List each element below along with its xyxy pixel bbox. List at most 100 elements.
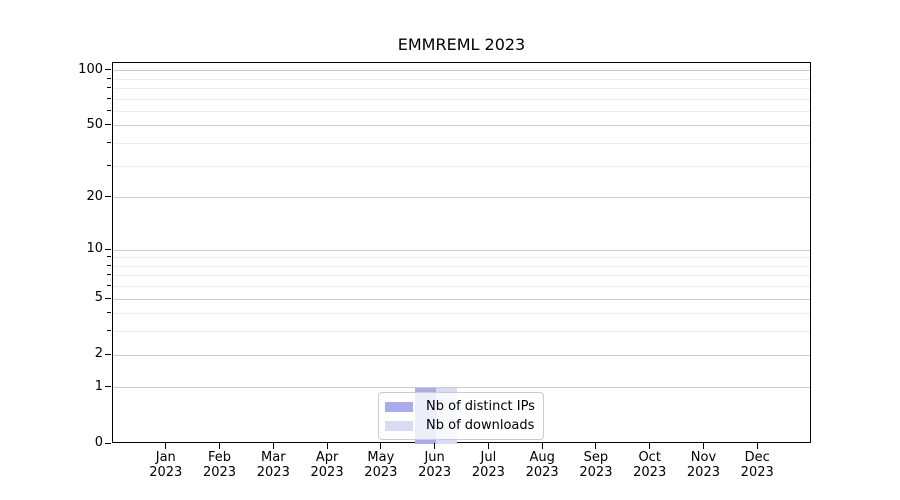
- legend-item-downloads: Nb of downloads: [385, 416, 535, 435]
- x-tick-label: Jun 2023: [395, 450, 475, 480]
- minor-gridline: [113, 165, 810, 167]
- y-minor-tick-mark: [107, 264, 111, 266]
- y-minor-tick-mark: [107, 330, 111, 332]
- minor-gridline: [113, 331, 810, 333]
- x-tick-label-year: 2023: [202, 465, 237, 480]
- legend-label-distinct-ips: Nb of distinct IPs: [426, 399, 535, 414]
- x-tick-label-month: Aug: [529, 450, 555, 465]
- x-tick-label-year: 2023: [740, 465, 774, 480]
- x-tick-label-month: May: [367, 450, 395, 465]
- x-tick-label-year: 2023: [256, 465, 290, 480]
- x-tick-label-year: 2023: [149, 465, 183, 480]
- minor-gridline: [113, 78, 810, 80]
- y-tick-label: 1: [94, 378, 103, 394]
- y-tick-mark: [105, 248, 111, 250]
- y-tick-mark: [105, 386, 111, 388]
- y-minor-tick-mark: [107, 86, 111, 88]
- legend-swatch-downloads: [385, 420, 413, 431]
- y-tick-label: 10: [86, 241, 103, 256]
- minor-gridline: [113, 265, 810, 267]
- x-tick-label: Sep 2023: [556, 450, 636, 480]
- x-tick-label-month: Mar: [261, 450, 286, 465]
- x-tick-label: Aug 2023: [502, 450, 582, 480]
- x-tick-label: Jan 2023: [126, 450, 206, 480]
- x-tick-label: Oct 2023: [610, 450, 690, 480]
- y-tick-label: 5: [94, 290, 103, 306]
- y-tick-label: 20: [86, 188, 103, 204]
- major-gridline: [113, 70, 810, 72]
- x-tick-label-month: Jul: [480, 450, 497, 465]
- legend: Nb of distinct IPs Nb of downloads: [378, 392, 544, 440]
- x-tick-label: Jul 2023: [448, 450, 528, 480]
- minor-gridline: [113, 313, 810, 315]
- x-tick-label-year: 2023: [364, 465, 398, 480]
- x-tick-mark: [756, 443, 758, 449]
- x-tick-label-year: 2023: [579, 465, 613, 480]
- x-tick-label: Nov 2023: [663, 450, 743, 480]
- legend-swatch-distinct-ips: [385, 401, 413, 412]
- chart-title: EMMREML 2023: [397, 35, 526, 54]
- minor-gridline: [113, 257, 810, 259]
- y-minor-tick-mark: [107, 109, 111, 111]
- x-tick-label-year: 2023: [686, 465, 720, 480]
- x-tick-mark: [272, 443, 274, 449]
- major-gridline: [113, 387, 810, 389]
- x-tick-mark: [649, 443, 651, 449]
- major-gridline: [113, 197, 810, 199]
- x-tick-mark: [702, 443, 704, 449]
- y-tick-label: 0: [94, 435, 103, 450]
- y-minor-tick-mark: [107, 97, 111, 99]
- x-tick-mark: [326, 443, 328, 449]
- x-tick-label-month: Dec: [744, 450, 770, 465]
- y-minor-tick-mark: [107, 142, 111, 144]
- legend-label-downloads: Nb of downloads: [426, 418, 535, 433]
- minor-gridline: [113, 286, 810, 288]
- x-tick-mark: [219, 443, 221, 449]
- x-tick-label-month: Nov: [690, 450, 717, 465]
- y-tick-mark: [105, 124, 111, 126]
- y-tick-mark: [105, 353, 111, 355]
- x-tick-mark: [434, 443, 436, 449]
- x-tick-label-month: Feb: [208, 450, 232, 465]
- y-tick-label: 2: [94, 346, 103, 362]
- x-tick-label-month: Jan: [155, 450, 176, 465]
- x-tick-mark: [541, 443, 543, 449]
- y-minor-tick-mark: [107, 312, 111, 314]
- y-minor-tick-mark: [107, 274, 111, 276]
- x-tick-label: Feb 2023: [180, 450, 260, 480]
- major-gridline: [113, 249, 810, 251]
- x-tick-label: Mar 2023: [233, 450, 313, 480]
- minor-gridline: [113, 110, 810, 112]
- y-tick-label: 100: [78, 61, 103, 77]
- gridlines-layer: [113, 63, 810, 442]
- x-tick-mark: [165, 443, 167, 449]
- y-tick-mark: [105, 442, 111, 444]
- x-tick-label: Dec 2023: [717, 450, 797, 480]
- y-tick-mark: [105, 196, 111, 198]
- x-tick-label-year: 2023: [310, 465, 344, 480]
- major-gridline: [113, 125, 810, 127]
- x-tick-mark: [380, 443, 382, 449]
- y-tick-mark: [105, 69, 111, 71]
- x-tick-label-month: Oct: [638, 450, 661, 465]
- x-tick-mark: [487, 443, 489, 449]
- minor-gridline: [113, 275, 810, 277]
- x-tick-label-month: Apr: [315, 450, 339, 465]
- y-minor-tick-mark: [107, 285, 111, 287]
- x-tick-label: May 2023: [341, 450, 421, 480]
- x-tick-mark: [595, 443, 597, 449]
- y-minor-tick-mark: [107, 77, 111, 79]
- y-tick-label: 50: [86, 116, 103, 132]
- x-tick-label-year: 2023: [418, 465, 452, 480]
- x-tick-label-year: 2023: [471, 465, 505, 480]
- minor-gridline: [113, 98, 810, 100]
- y-minor-tick-mark: [107, 164, 111, 166]
- minor-gridline: [113, 143, 810, 145]
- x-tick-label-month: Sep: [583, 450, 609, 465]
- major-gridline: [113, 298, 810, 300]
- x-tick-label-month: Jun: [424, 450, 445, 465]
- x-tick-label-year: 2023: [633, 465, 667, 480]
- x-tick-label: Apr 2023: [287, 450, 367, 480]
